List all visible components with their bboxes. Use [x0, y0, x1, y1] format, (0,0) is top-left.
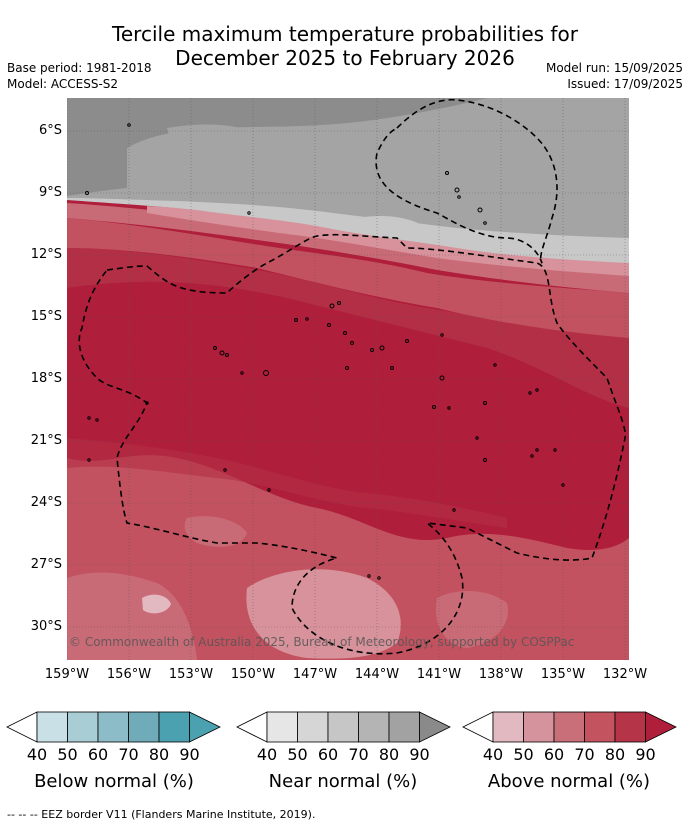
- colorbar-above: [462, 711, 677, 743]
- zone-above-80-north: [67, 248, 629, 408]
- map-svg: © Commonwealth of Australia 2025, Bureau…: [67, 98, 629, 660]
- zone-above-80-south: [67, 438, 507, 528]
- lat-label: 12°S: [30, 247, 62, 262]
- tick-label: 70: [118, 745, 139, 764]
- lat-label: 30°S: [30, 619, 62, 634]
- colorbar-below-title: Below normal (%): [34, 771, 194, 792]
- chart-title: Tercile maximum temperature probabilitie…: [0, 22, 690, 70]
- model-run: Model run: 15/09/2025: [545, 61, 683, 75]
- colorbar-near-title: Near normal (%): [268, 771, 418, 792]
- zone-above-60-southeast: [436, 591, 508, 648]
- zone-above-70-north: [67, 218, 629, 338]
- eez-footnote: -- -- -- EEZ border V11 (Flanders Marine…: [7, 808, 316, 821]
- zone-above-40-patch: [142, 594, 171, 614]
- tick-label: 60: [317, 745, 339, 764]
- tick-label: 80: [378, 745, 400, 764]
- tick-label: 40: [26, 745, 48, 764]
- eez-border-french-polynesia: [78, 233, 627, 655]
- zone-near-70-inset: [167, 124, 249, 160]
- probability-map: © Commonwealth of Australia 2025, Bureau…: [67, 98, 629, 660]
- tick-label: 90: [409, 745, 430, 764]
- lon-label: 141°W: [416, 667, 462, 682]
- title-line-1: Tercile maximum temperature probabilitie…: [112, 22, 578, 46]
- model-name: Model: ACCESS-S2: [7, 77, 119, 91]
- lon-label: 153°W: [168, 667, 214, 682]
- grid-lines: [67, 98, 629, 660]
- lat-label: 9°S: [38, 185, 62, 200]
- zone-above-60-southwest: [67, 572, 197, 660]
- zone-above-60-north: [67, 203, 629, 293]
- tick-label: 40: [482, 745, 504, 764]
- lat-label: 18°S: [30, 371, 62, 386]
- zone-above-60-south-small: [184, 516, 247, 547]
- metadata-left: Base period: 1981-2018 Model: ACCESS-S2: [7, 60, 152, 92]
- issued-date: Issued: 17/09/2025: [567, 77, 683, 91]
- colorbar-above-title: Above normal (%): [487, 771, 651, 792]
- lon-label: 132°W: [602, 667, 648, 682]
- zone-near-60-inset: [357, 216, 427, 235]
- lat-label: 6°S: [38, 123, 62, 138]
- tick-label: 50: [513, 745, 534, 764]
- tick-label: 50: [287, 745, 308, 764]
- lon-label: 144°W: [354, 667, 400, 682]
- title-line-2: December 2025 to February 2026: [175, 46, 515, 70]
- base-period: Base period: 1981-2018: [7, 61, 152, 75]
- lat-label: 24°S: [30, 495, 62, 510]
- tick-label: 50: [57, 745, 78, 764]
- zone-near-80: [67, 98, 487, 196]
- lat-label: 21°S: [30, 433, 62, 448]
- colorbar-near: [236, 711, 451, 743]
- lon-label: 156°W: [106, 667, 152, 682]
- tick-label: 60: [543, 745, 565, 764]
- copyright-text: © Commonwealth of Australia 2025, Bureau…: [69, 635, 574, 649]
- tick-label: 70: [574, 745, 595, 764]
- tick-label: 40: [256, 745, 278, 764]
- tick-label: 60: [87, 745, 109, 764]
- lon-label: 159°W: [44, 667, 90, 682]
- lat-label: 15°S: [30, 309, 62, 324]
- lon-label: 138°W: [478, 667, 524, 682]
- tick-label: 80: [148, 745, 170, 764]
- colorbar-below: [6, 711, 221, 743]
- tick-label: 90: [635, 745, 656, 764]
- tick-label: 80: [604, 745, 626, 764]
- lon-label: 147°W: [292, 667, 338, 682]
- lon-label: 150°W: [230, 667, 276, 682]
- islands: [85, 123, 565, 580]
- lon-label: 135°W: [540, 667, 586, 682]
- tick-label: 90: [179, 745, 200, 764]
- lat-label: 27°S: [30, 557, 62, 572]
- tick-label: 70: [348, 745, 369, 764]
- metadata-right: Model run: 15/09/2025 Issued: 17/09/2025: [546, 60, 683, 92]
- zone-above-50-south: [246, 569, 401, 659]
- eez-border-kiribati: [375, 98, 558, 264]
